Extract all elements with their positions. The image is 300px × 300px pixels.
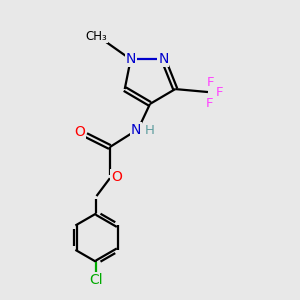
Text: Cl: Cl (90, 273, 103, 287)
Text: N: N (130, 123, 141, 137)
Text: F: F (207, 76, 215, 89)
Text: F: F (216, 86, 224, 99)
Text: F: F (206, 97, 213, 110)
Text: N: N (158, 52, 169, 66)
Text: N: N (125, 52, 136, 66)
Text: H: H (145, 124, 154, 137)
Text: O: O (74, 125, 85, 139)
Text: CH₃: CH₃ (85, 30, 107, 43)
Text: O: O (111, 170, 122, 184)
